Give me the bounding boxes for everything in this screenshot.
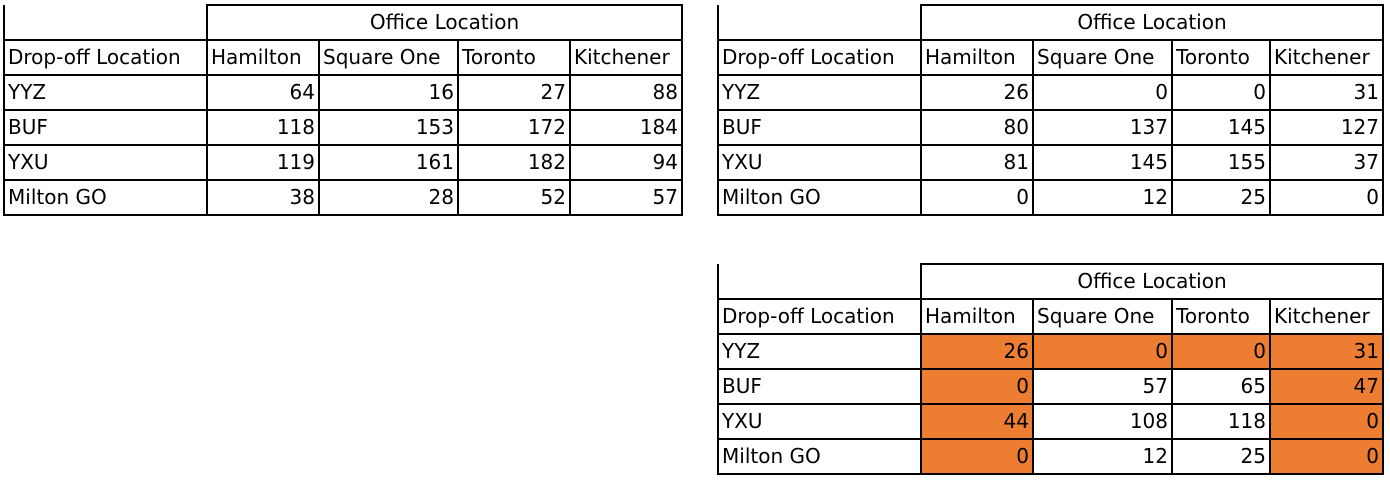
table-cell: 172 — [457, 109, 571, 146]
table-cell: 0 — [920, 179, 1034, 216]
table-row: YXU 119 161 182 94 — [3, 144, 683, 181]
table-cell: 16 — [318, 74, 459, 111]
table-cell: 127 — [1269, 109, 1384, 146]
group-header: Office Location — [920, 4, 1384, 41]
group-header: Office Location — [206, 4, 683, 41]
row-label: BUF — [717, 368, 922, 405]
table-cell: 28 — [318, 179, 459, 216]
table-cell: 37 — [1269, 144, 1384, 181]
table-row: YXU 81 145 155 37 — [717, 144, 1384, 181]
table-cell: 161 — [318, 144, 459, 181]
table-cell: 25 — [1171, 438, 1271, 475]
column-header: Toronto — [457, 39, 571, 76]
table-cell: 119 — [206, 144, 320, 181]
table-cell: 145 — [1171, 109, 1271, 146]
table-cell: 145 — [1032, 144, 1173, 181]
table-row: Milton GO 0 12 25 0 — [717, 438, 1384, 475]
highlighted-cell: 44 — [920, 403, 1034, 440]
table-cell: 57 — [1032, 368, 1173, 405]
table-cell: 182 — [457, 144, 571, 181]
column-header: Kitchener — [569, 39, 683, 76]
row-label: YXU — [717, 403, 922, 440]
column-header: Toronto — [1171, 298, 1271, 335]
row-header: Drop-off Location — [717, 39, 922, 76]
highlighted-cell: 0 — [920, 368, 1034, 405]
highlighted-cell: 0 — [1171, 333, 1271, 370]
table-cell: 64 — [206, 74, 320, 111]
row-label: YXU — [3, 144, 208, 181]
highlighted-cell: 0 — [1032, 333, 1173, 370]
highlighted-cell: 26 — [920, 333, 1034, 370]
column-header: Hamilton — [920, 298, 1034, 335]
highlighted-cell: 0 — [920, 438, 1034, 475]
row-label: BUF — [3, 109, 208, 146]
table-corner — [717, 264, 922, 299]
column-header: Hamilton — [206, 39, 320, 76]
table-row: Milton GO 0 12 25 0 — [717, 179, 1384, 216]
group-header: Office Location — [920, 263, 1384, 300]
table-cell: 25 — [1171, 179, 1271, 216]
table-row: BUF 118 153 172 184 — [3, 109, 683, 146]
table-row: Milton GO 38 28 52 57 — [3, 179, 683, 216]
row-label: Milton GO — [3, 179, 208, 216]
row-label: YXU — [717, 144, 922, 181]
table-row: YYZ 26 0 0 31 — [717, 333, 1384, 370]
row-header: Drop-off Location — [3, 39, 208, 76]
column-header: Square One — [1032, 298, 1173, 335]
table-row: BUF 0 57 65 47 — [717, 368, 1384, 405]
table-cell: 81 — [920, 144, 1034, 181]
table-cell: 88 — [569, 74, 683, 111]
highlighted-cell: 0 — [1269, 403, 1384, 440]
table-cell: 57 — [569, 179, 683, 216]
column-header: Kitchener — [1269, 298, 1384, 335]
row-label: BUF — [717, 109, 922, 146]
table-cell: 27 — [457, 74, 571, 111]
column-header: Kitchener — [1269, 39, 1384, 76]
table-cell: 12 — [1032, 179, 1173, 216]
table-cell: 184 — [569, 109, 683, 146]
table-cell: 118 — [1171, 403, 1271, 440]
row-header: Drop-off Location — [717, 298, 922, 335]
table-cell: 26 — [920, 74, 1034, 111]
table-row: YYZ 64 16 27 88 — [3, 74, 683, 111]
table-cell: 137 — [1032, 109, 1173, 146]
table-cell: 118 — [206, 109, 320, 146]
table-reduced-counts: Office Location Drop-off Location Hamilt… — [717, 4, 1384, 216]
column-header: Square One — [1032, 39, 1173, 76]
row-label: YYZ — [3, 74, 208, 111]
table-cell: 52 — [457, 179, 571, 216]
table-cell: 153 — [318, 109, 459, 146]
row-label: YYZ — [717, 333, 922, 370]
table-cell: 65 — [1171, 368, 1271, 405]
table-cell: 108 — [1032, 403, 1173, 440]
table-cell: 0 — [1032, 74, 1173, 111]
table-cell: 12 — [1032, 438, 1173, 475]
highlighted-cell: 0 — [1269, 438, 1384, 475]
column-header: Hamilton — [920, 39, 1034, 76]
row-label: Milton GO — [717, 438, 922, 475]
column-header: Square One — [318, 39, 459, 76]
table-row: YXU 44 108 118 0 — [717, 403, 1384, 440]
highlighted-cell: 47 — [1269, 368, 1384, 405]
table-cell: 94 — [569, 144, 683, 181]
row-label: YYZ — [717, 74, 922, 111]
table-cell: 0 — [1171, 74, 1271, 111]
table-cell: 80 — [920, 109, 1034, 146]
table-original-counts: Office Location Drop-off Location Hamilt… — [3, 4, 683, 216]
table-cell: 31 — [1269, 74, 1384, 111]
table-cell: 155 — [1171, 144, 1271, 181]
table-highlighted-counts: Office Location Drop-off Location Hamilt… — [717, 263, 1384, 475]
row-label: Milton GO — [717, 179, 922, 216]
table-row: BUF 80 137 145 127 — [717, 109, 1384, 146]
table-corner — [717, 5, 922, 40]
table-corner — [3, 5, 208, 40]
table-cell: 0 — [1269, 179, 1384, 216]
highlighted-cell: 31 — [1269, 333, 1384, 370]
table-cell: 38 — [206, 179, 320, 216]
column-header: Toronto — [1171, 39, 1271, 76]
table-row: YYZ 26 0 0 31 — [717, 74, 1384, 111]
